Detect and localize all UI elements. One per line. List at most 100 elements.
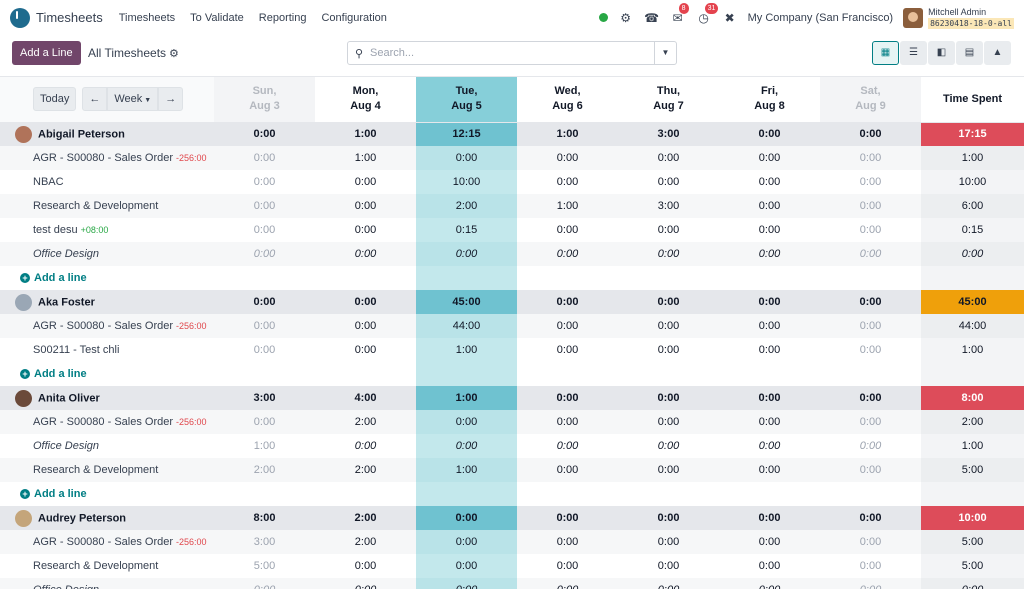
time-cell-tue[interactable]: 0:00 [416,434,517,458]
menu-configuration[interactable]: Configuration [321,11,387,24]
search-input[interactable] [370,47,654,59]
time-cell-mon[interactable]: 0:00 [315,434,416,458]
add-line-link[interactable]: + Add a line [0,362,214,386]
line-label[interactable]: S00211 - Test chli [33,344,120,356]
time-cell-wed[interactable]: 0:00 [517,410,618,434]
time-cell-thu[interactable]: 0:00 [618,338,719,362]
time-cell-fri[interactable]: 0:00 [719,170,820,194]
time-cell-tue[interactable]: 1:00 [416,458,517,482]
time-cell-fri[interactable]: 0:00 [719,410,820,434]
time-cell-thu[interactable]: 3:00 [618,194,719,218]
user-menu[interactable]: Mitchell Admin 86230418-18-0-all [903,7,1014,29]
time-cell-sat[interactable]: 0:00 [820,194,921,218]
line-label[interactable]: Research & Development [33,464,159,476]
timesheets-app-icon[interactable] [10,7,30,28]
add-line-link[interactable]: + Add a line [0,482,214,506]
menu-timesheets[interactable]: Timesheets [118,11,176,24]
time-cell-sat[interactable]: 0:00 [820,170,921,194]
time-cell-wed[interactable]: 0:00 [517,242,618,266]
line-label[interactable]: AGR - S00080 - Sales Order [33,152,174,164]
time-cell-mon[interactable]: 0:00 [315,242,416,266]
time-cell-sun[interactable]: 1:00 [214,434,315,458]
list-view-icon[interactable]: ☰ [900,41,927,65]
today-button[interactable]: Today [33,87,77,112]
time-cell-tue[interactable]: 1:00 [416,338,517,362]
time-cell-thu[interactable]: 0:00 [618,458,719,482]
time-cell-sat[interactable]: 0:00 [820,410,921,434]
time-cell-thu[interactable]: 0:00 [618,410,719,434]
time-cell-mon[interactable]: 1:00 [315,146,416,170]
graph-view-icon[interactable]: ▲ [984,41,1011,65]
phone-icon[interactable]: ☎ [644,10,660,25]
time-cell-wed[interactable]: 1:00 [517,194,618,218]
time-cell-mon[interactable]: 0:00 [315,218,416,242]
time-cell-mon[interactable]: 0:00 [315,338,416,362]
time-cell-fri[interactable]: 0:00 [719,554,820,578]
kanban-view-icon[interactable]: ◧ [928,41,955,65]
line-label[interactable]: Office Design [33,248,100,260]
time-cell-tue[interactable]: 44:00 [416,314,517,338]
time-cell-mon[interactable]: 0:00 [315,578,416,589]
line-label[interactable]: test desu [33,224,78,236]
time-cell-sat[interactable]: 0:00 [820,434,921,458]
add-line-link[interactable]: + Add a line [0,266,214,290]
bug-icon[interactable]: ⚙ [620,10,631,25]
line-label[interactable]: AGR - S00080 - Sales Order [33,416,174,428]
search-options-toggle[interactable]: ▼ [654,42,676,64]
time-cell-thu[interactable]: 0:00 [618,554,719,578]
time-cell-thu[interactable]: 0:00 [618,242,719,266]
time-cell-tue[interactable]: 2:00 [416,194,517,218]
time-cell-sun[interactable]: 0:00 [214,338,315,362]
time-cell-tue[interactable]: 10:00 [416,170,517,194]
time-cell-wed[interactable]: 0:00 [517,530,618,554]
menu-to-validate[interactable]: To Validate [190,11,244,24]
time-cell-mon[interactable]: 2:00 [315,410,416,434]
time-cell-sun[interactable]: 0:00 [214,314,315,338]
time-cell-wed[interactable]: 0:00 [517,218,618,242]
previous-arrow-icon[interactable]: ← [82,87,108,112]
next-arrow-icon[interactable]: → [158,87,184,112]
time-cell-sat[interactable]: 0:00 [820,578,921,589]
time-cell-tue[interactable]: 0:00 [416,578,517,589]
time-cell-sun[interactable]: 0:00 [214,578,315,589]
time-cell-fri[interactable]: 0:00 [719,434,820,458]
week-selector[interactable]: Week ▼ [107,87,159,112]
time-cell-sun[interactable]: 3:00 [214,530,315,554]
time-cell-wed[interactable]: 0:00 [517,434,618,458]
time-cell-fri[interactable]: 0:00 [719,458,820,482]
time-cell-sun[interactable]: 0:00 [214,170,315,194]
time-cell-fri[interactable]: 0:00 [719,530,820,554]
line-label[interactable]: NBAC [33,176,64,188]
time-cell-sat[interactable]: 0:00 [820,554,921,578]
line-label[interactable]: Office Design [33,440,100,452]
time-cell-fri[interactable]: 0:00 [719,146,820,170]
time-cell-sun[interactable]: 0:00 [214,146,315,170]
line-label[interactable]: Research & Development [33,560,159,572]
time-cell-tue[interactable]: 0:00 [416,530,517,554]
time-cell-tue[interactable]: 0:00 [416,554,517,578]
time-cell-tue[interactable]: 0:00 [416,410,517,434]
time-cell-wed[interactable]: 0:00 [517,314,618,338]
gear-icon[interactable]: ⚙ [169,48,179,60]
time-cell-mon[interactable]: 0:00 [315,170,416,194]
line-label[interactable]: Research & Development [33,200,159,212]
time-cell-thu[interactable]: 0:00 [618,218,719,242]
time-cell-thu[interactable]: 0:00 [618,170,719,194]
time-cell-tue[interactable]: 0:00 [416,146,517,170]
time-cell-sat[interactable]: 0:00 [820,458,921,482]
time-cell-fri[interactable]: 0:00 [719,218,820,242]
time-cell-sat[interactable]: 0:00 [820,242,921,266]
time-cell-thu[interactable]: 0:00 [618,314,719,338]
time-cell-tue[interactable]: 0:15 [416,218,517,242]
time-cell-wed[interactable]: 0:00 [517,578,618,589]
time-cell-sun[interactable]: 0:00 [214,242,315,266]
time-cell-thu[interactable]: 0:00 [618,146,719,170]
time-cell-sun[interactable]: 5:00 [214,554,315,578]
time-cell-wed[interactable]: 0:00 [517,338,618,362]
add-a-line-button[interactable]: Add a Line [12,41,81,65]
time-cell-thu[interactable]: 0:00 [618,578,719,589]
time-cell-wed[interactable]: 0:00 [517,554,618,578]
tools-icon[interactable]: ✖ [724,10,735,25]
line-label[interactable]: Office Design [33,584,99,589]
status-dot-icon[interactable] [598,13,608,22]
